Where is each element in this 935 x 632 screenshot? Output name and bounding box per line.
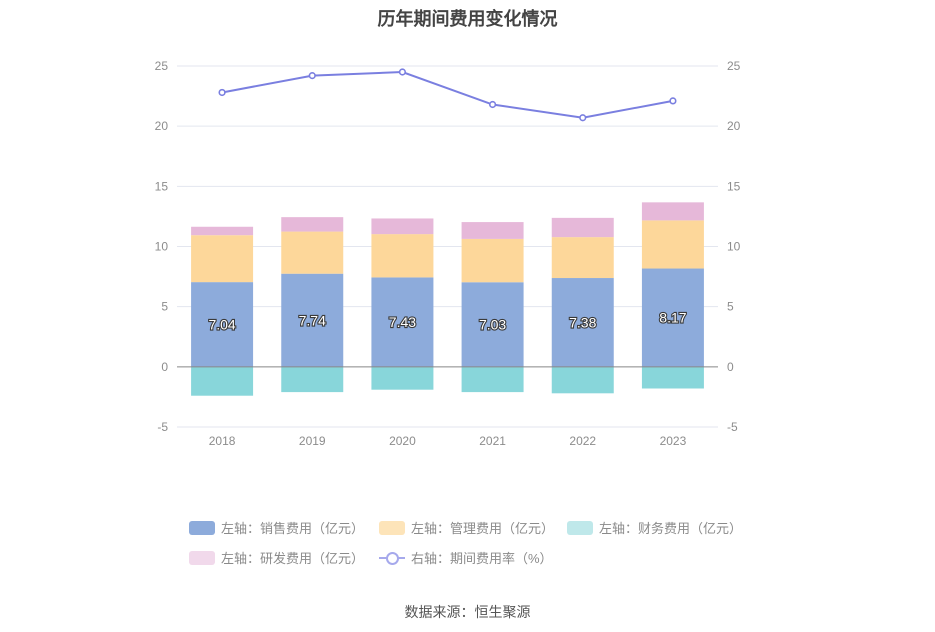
bar-admin bbox=[641, 220, 704, 269]
x-axis-tick: 2021 bbox=[479, 434, 506, 448]
bar-value-label: 7.38 bbox=[569, 314, 596, 330]
legend-label-sales: 左轴：销售费用（亿元） bbox=[221, 521, 365, 536]
bar-finance bbox=[191, 366, 254, 396]
bar-sales bbox=[191, 282, 254, 367]
legend-item-admin[interactable]: 左轴：管理费用（亿元） bbox=[379, 518, 554, 537]
bar-rnd bbox=[371, 218, 434, 235]
bar-admin bbox=[371, 234, 434, 278]
right-axis-tick: 0 bbox=[727, 360, 734, 374]
right-axis-tick: 15 bbox=[727, 179, 741, 193]
bar-value-label: 7.74 bbox=[299, 312, 326, 328]
x-axis-tick: 2020 bbox=[389, 434, 416, 448]
x-axis-tick: 2023 bbox=[660, 434, 687, 448]
bar-value-label: 7.04 bbox=[208, 316, 235, 332]
left-axis-tick: 0 bbox=[161, 360, 168, 374]
left-axis-tick: 25 bbox=[155, 59, 169, 73]
bar-finance bbox=[371, 366, 434, 390]
bar-value-label: 8.17 bbox=[659, 310, 686, 326]
bar-rnd bbox=[191, 226, 254, 236]
bar-finance bbox=[281, 366, 344, 393]
bar-admin bbox=[551, 237, 614, 279]
bar-sales bbox=[461, 282, 524, 367]
legend-label-rnd: 左轴：研发费用（亿元） bbox=[221, 551, 365, 566]
line-point bbox=[308, 72, 316, 80]
legend-item-expense-rate[interactable]: 右轴：期间费用率（%） bbox=[379, 548, 553, 567]
legend-swatch-finance bbox=[567, 520, 593, 535]
bar-sales bbox=[641, 268, 704, 367]
line-point bbox=[218, 88, 226, 97]
bar-admin bbox=[191, 235, 254, 283]
legend-item-rnd[interactable]: 左轴：研发费用（亿元） bbox=[189, 548, 364, 567]
legend-swatch-admin bbox=[379, 520, 405, 535]
bar-sales bbox=[551, 278, 614, 367]
legend-swatch-rnd bbox=[189, 550, 215, 565]
bar-rnd bbox=[281, 217, 344, 232]
legend-label-finance: 左轴：财务费用（亿元） bbox=[599, 521, 743, 536]
legend-item-finance[interactable]: 左轴：财务费用（亿元） bbox=[567, 518, 742, 537]
right-axis-tick: 10 bbox=[727, 240, 741, 254]
left-axis-tick: 10 bbox=[155, 240, 169, 254]
left-axis-tick: 20 bbox=[155, 119, 169, 133]
right-axis-tick: 25 bbox=[727, 59, 741, 73]
line-expense-rate bbox=[221, 71, 674, 119]
bar-sales bbox=[281, 273, 344, 367]
bar-value-label: 7.43 bbox=[389, 314, 416, 330]
right-axis-tick: -5 bbox=[727, 420, 738, 434]
x-axis-tick: 2018 bbox=[209, 434, 236, 448]
bar-sales bbox=[371, 277, 434, 367]
x-axis-tick: 2019 bbox=[299, 434, 326, 448]
legend-item-sales[interactable]: 左轴：销售费用（亿元） bbox=[189, 518, 364, 537]
line-point bbox=[669, 97, 677, 105]
legend-line-icon bbox=[379, 551, 405, 565]
bar-rnd bbox=[641, 202, 704, 221]
left-axis-tick: 15 bbox=[155, 179, 169, 193]
bar-admin bbox=[281, 231, 344, 274]
line-point bbox=[579, 114, 587, 122]
chart-plot: -5 0 5 10 15 20 25 -5 0 5 10 15 20 25 7.04 2018 7.74 2019… bbox=[155, 59, 741, 448]
right-axis-tick: 20 bbox=[727, 119, 741, 133]
bar-value-label: 7.03 bbox=[479, 317, 506, 333]
line-point bbox=[398, 68, 407, 76]
left-axis-tick: -5 bbox=[157, 420, 168, 434]
left-axis-tick: 5 bbox=[161, 300, 168, 314]
legend-label-expense-rate: 右轴：期间费用率（%） bbox=[411, 551, 553, 566]
bar-rnd bbox=[461, 222, 524, 239]
legend-label-admin: 左轴：管理费用（亿元） bbox=[411, 521, 555, 536]
bar-rnd bbox=[551, 217, 614, 238]
bar-finance bbox=[461, 366, 524, 393]
data-source: 数据来源：恒生聚源 bbox=[404, 604, 531, 620]
bar-admin bbox=[461, 238, 524, 283]
bar-finance bbox=[641, 366, 704, 389]
legend-swatch-sales bbox=[189, 520, 215, 535]
x-axis-tick: 2022 bbox=[569, 434, 596, 448]
chart-title: 历年期间费用变化情况 bbox=[377, 9, 558, 29]
bar-finance bbox=[551, 366, 614, 394]
right-axis-tick: 5 bbox=[727, 300, 734, 314]
line-point bbox=[488, 100, 497, 109]
